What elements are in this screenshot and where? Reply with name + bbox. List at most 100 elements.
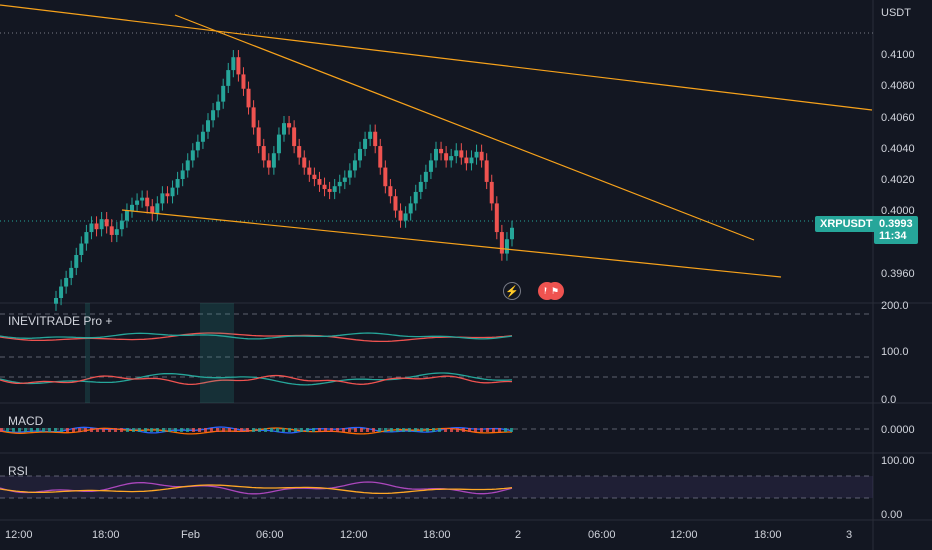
candle-body [449,156,454,161]
macd-histogram-bar [0,428,3,432]
rsi-line [0,481,513,495]
macd-histogram-bar [264,428,267,432]
trendline-support [121,209,782,278]
macd-histogram-bar [288,428,291,432]
macd-histogram-bar [138,428,141,432]
price-tick: 0.4040 [881,143,915,155]
candle-body [307,167,312,175]
macd-histogram-bar [468,428,471,432]
candle-body [145,197,150,207]
macd-histogram-bar [180,428,183,432]
candle-body [358,148,362,161]
candle-body [464,157,469,164]
macd-histogram-bar [402,428,405,432]
candle-body [327,189,332,192]
macd-histogram-bar [432,428,435,432]
time-tick: 2 [515,529,522,541]
candle-body [109,226,114,235]
macd-histogram-bar [174,428,177,432]
macd-histogram-bar [396,428,399,432]
macd-histogram-bar [102,428,105,432]
candle-body [130,204,134,211]
symbol-badge: XRPUSDT [815,216,878,232]
rsi-title[interactable]: RSI [8,464,29,478]
candle-body [489,181,494,204]
candle-body [302,157,307,168]
macd-tick: 0.0000 [881,424,915,436]
signal-highlight [85,303,90,403]
macd-histogram-bar [84,428,87,432]
candle-body [165,193,170,197]
price-tick: 0.4020 [881,174,915,186]
candle-body [135,200,140,205]
macd-histogram-bar [234,428,237,432]
macd-histogram-bar [450,428,453,432]
rsi-band [0,476,873,498]
indicator-title[interactable]: INEVITRADE Pro + [8,314,113,328]
indicator-lines [0,303,513,495]
us-flag-icon[interactable]: ⚑ [546,282,564,300]
macd-histogram-bar [378,428,381,432]
macd-histogram-bar [282,428,285,432]
macd-histogram-bar [276,428,279,432]
current-price-badge: 0.3993 11:34 [874,216,918,244]
candle-body [403,213,408,221]
macd-histogram-bar [66,428,69,432]
macd-histogram-bar [252,428,255,432]
candle-body [434,148,438,161]
macd-histogram-bar [372,428,375,432]
candle-body [266,160,271,168]
candle-body [347,170,352,178]
trendlines [0,4,873,278]
candle-body [54,298,58,304]
candle-body [322,184,327,190]
candle-body [484,160,489,182]
macd-histogram-bar [186,428,189,432]
candle-body [368,131,373,139]
macd-title[interactable]: MACD [8,414,44,428]
macd-histogram-bar [156,428,159,432]
macd-histogram-bar [366,428,369,432]
indicator-line-lower [0,372,513,386]
candle-body [226,70,231,86]
candle-body [185,160,190,171]
macd-histogram-bar [462,428,465,432]
candle-body [312,174,317,180]
candle-body [378,146,383,168]
time-tick: 12:00 [670,529,698,541]
candle-body [444,153,449,161]
macd-histogram-bar [474,428,477,432]
time-tick: Feb [181,529,200,541]
macd-histogram-bar [210,428,213,432]
macd-histogram-bar [42,428,45,432]
candle-body [388,186,393,197]
macd-histogram-bar [24,428,27,432]
lightning-icon[interactable]: ⚡ [503,282,521,300]
time-tick: 06:00 [256,529,284,541]
current-price: 0.3993 [879,218,913,230]
indicator-tick: 200.0 [881,300,909,312]
candle-body [317,179,322,185]
macd-histogram-bar [54,428,57,432]
candle-body [246,88,251,108]
macd-histogram-bar [390,428,393,432]
macd-histogram-bar [438,428,441,432]
axis-unit: USDT [881,7,911,19]
candle-body [363,138,368,149]
candle-body [99,219,104,230]
candle-body [236,57,241,75]
candlestick-series [54,50,514,311]
candle-body [74,255,79,268]
macd-histogram-bar [456,428,459,432]
macd-histogram-bar [216,428,219,432]
price-tick: 0.4080 [881,80,915,92]
candle-body [287,123,292,128]
candle-body [94,223,99,230]
macd-histogram-bar [510,428,513,432]
macd-histogram-bar [306,428,309,432]
candle-body [170,187,175,197]
price-tick: 0.4060 [881,112,915,124]
candle-body [155,203,160,214]
candle-body [510,227,514,240]
